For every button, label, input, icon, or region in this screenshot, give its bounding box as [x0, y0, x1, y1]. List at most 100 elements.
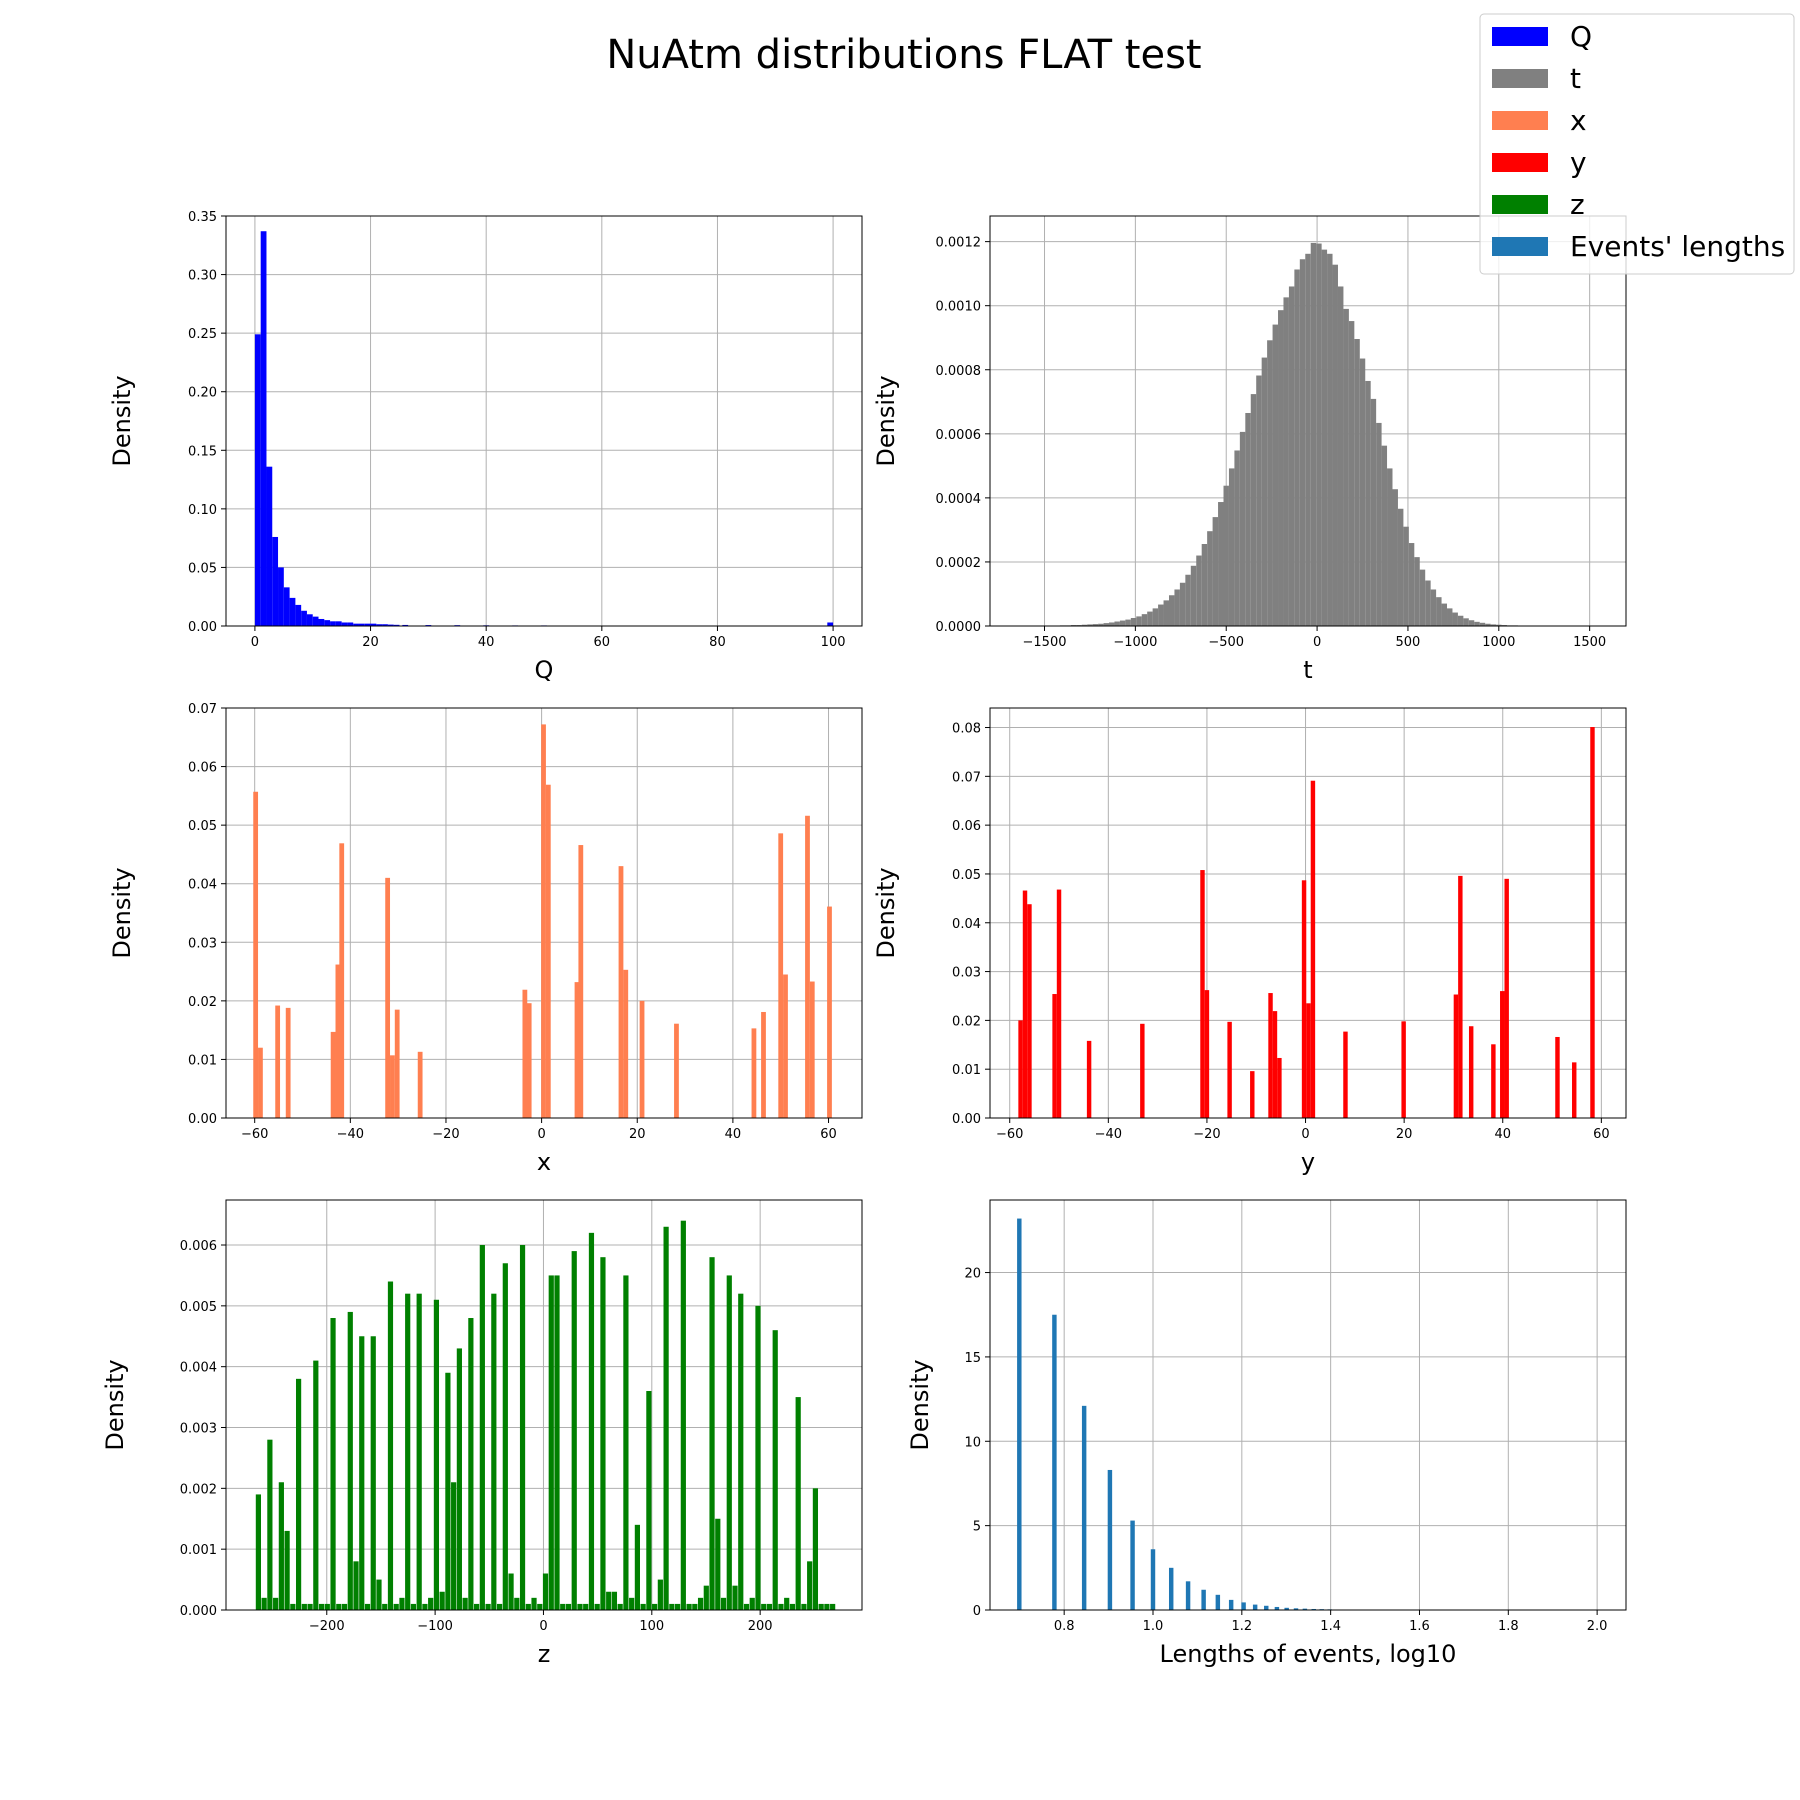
histogram-bar — [258, 1047, 263, 1118]
histogram-bar — [1027, 904, 1032, 1118]
histogram-bar — [393, 1603, 399, 1610]
histogram-bar — [353, 623, 359, 626]
x-tick-label: 0.8 — [1054, 1619, 1075, 1634]
histogram-bar — [502, 1263, 508, 1610]
y-axis-label: Density — [108, 867, 136, 958]
x-tick-label: −100 — [417, 1619, 453, 1634]
y-tick-label: 0.05 — [952, 868, 981, 883]
y-tick-label: 0.000 — [180, 1604, 217, 1619]
histogram-bar — [1201, 544, 1208, 626]
histogram-bar — [1092, 624, 1099, 626]
x-tick-label: 500 — [1396, 635, 1421, 650]
axes-frame — [989, 707, 1627, 1119]
histogram-bar — [1140, 1023, 1145, 1118]
histogram-bar — [301, 1603, 307, 1610]
x-tick-label: 40 — [1494, 1127, 1511, 1142]
histogram-bar — [1109, 622, 1115, 626]
y-tick-label: 0.001 — [180, 1543, 217, 1558]
x-tick-label: 60 — [594, 635, 611, 650]
histogram-bar — [1590, 727, 1595, 1118]
x-tick-label: −60 — [996, 1127, 1023, 1142]
histogram-bar — [1141, 614, 1148, 626]
histogram-bar — [335, 964, 341, 1118]
histogram-bar — [1196, 555, 1202, 626]
histogram-bar — [1107, 1469, 1113, 1610]
histogram-bar — [778, 833, 784, 1118]
histogram-bar — [1293, 1608, 1299, 1610]
histogram-bar — [278, 567, 284, 626]
histogram-bar — [479, 1245, 485, 1610]
histogram-bar — [807, 1561, 813, 1610]
histogram-bar — [339, 843, 345, 1118]
histogram-bar — [830, 1603, 836, 1610]
legend-entry: t — [1492, 62, 1581, 95]
histogram-bar — [1474, 621, 1480, 626]
histogram-bar — [468, 1318, 474, 1610]
x-tick-label: −60 — [241, 1127, 268, 1142]
histogram-bar — [405, 1293, 411, 1610]
histogram-bar — [1458, 875, 1463, 1118]
histogram-bar — [330, 1318, 336, 1610]
y-tick-label: 20 — [964, 1267, 981, 1282]
legend-entry: x — [1492, 104, 1587, 137]
histogram-bar — [306, 614, 313, 626]
histogram-bar — [526, 1003, 532, 1118]
subplot-5: −200 −100 0 100 200 0.000 0.001 0.002 0.003 0.004… — [101, 1199, 863, 1668]
histogram-bar — [1310, 780, 1316, 1118]
histogram-bar — [1174, 589, 1180, 626]
y-tick-label: 0.004 — [180, 1361, 217, 1376]
histogram-bar — [284, 1530, 290, 1610]
x-tick-label: 0 — [1313, 635, 1321, 650]
y-tick-label: 0.10 — [188, 503, 217, 518]
histogram-bar — [639, 1000, 645, 1118]
histogram-bar — [623, 969, 629, 1118]
histogram-bar — [571, 1251, 577, 1610]
histogram-bar — [1207, 531, 1213, 626]
histogram-bar — [663, 1226, 669, 1610]
histogram-bar — [577, 1603, 583, 1610]
histogram-bar — [778, 1603, 784, 1610]
histogram-bar — [560, 1603, 566, 1610]
y-tick-label: 15 — [964, 1351, 981, 1366]
histogram-bar — [359, 1336, 365, 1610]
histogram-bar — [1500, 991, 1505, 1118]
histogram-bar — [1397, 508, 1404, 626]
histogram-bar — [330, 621, 336, 626]
histogram-bar — [1168, 1567, 1174, 1610]
legend-label: Events' lengths — [1570, 230, 1785, 263]
x-axis-label: y — [1301, 1148, 1315, 1176]
histogram-bar — [496, 1603, 503, 1610]
histogram-bar — [738, 1293, 744, 1610]
y-tick-label: 0.07 — [952, 770, 981, 785]
axes-frame — [989, 1199, 1627, 1611]
histogram-bar — [1201, 1589, 1206, 1610]
histogram-bar — [1147, 611, 1153, 626]
histogram-bar — [283, 587, 290, 626]
axes-frame — [225, 1199, 863, 1611]
legend-label: t — [1570, 62, 1581, 95]
histogram-bar — [1294, 269, 1300, 626]
x-tick-label: 1000 — [1482, 635, 1515, 650]
histogram-bar — [715, 1518, 721, 1610]
histogram-bar — [1245, 412, 1251, 626]
histogram-bar — [462, 1597, 468, 1610]
histogram-bar — [312, 616, 319, 626]
legend-entry: Q — [1492, 20, 1592, 53]
histogram-bar — [364, 623, 371, 626]
histogram-bar — [827, 906, 832, 1118]
histogram-bar — [451, 1482, 457, 1610]
y-axis-label: Density — [872, 375, 900, 466]
histogram-bar — [382, 1603, 388, 1610]
legend-swatch — [1492, 27, 1548, 46]
histogram-bar — [652, 1603, 658, 1610]
histogram-bar — [382, 624, 388, 626]
histogram-bar — [1299, 259, 1306, 626]
histogram-bar — [1278, 310, 1284, 626]
y-tick-label: 10 — [964, 1435, 981, 1450]
histogram-bar — [1277, 1057, 1282, 1118]
histogram-bar — [674, 1023, 679, 1118]
histogram-bar — [422, 1603, 428, 1610]
histogram-bar — [285, 1007, 291, 1118]
figure-title: NuAtm distributions FLAT test — [606, 32, 1201, 78]
y-tick-label: 0.0012 — [936, 236, 982, 251]
